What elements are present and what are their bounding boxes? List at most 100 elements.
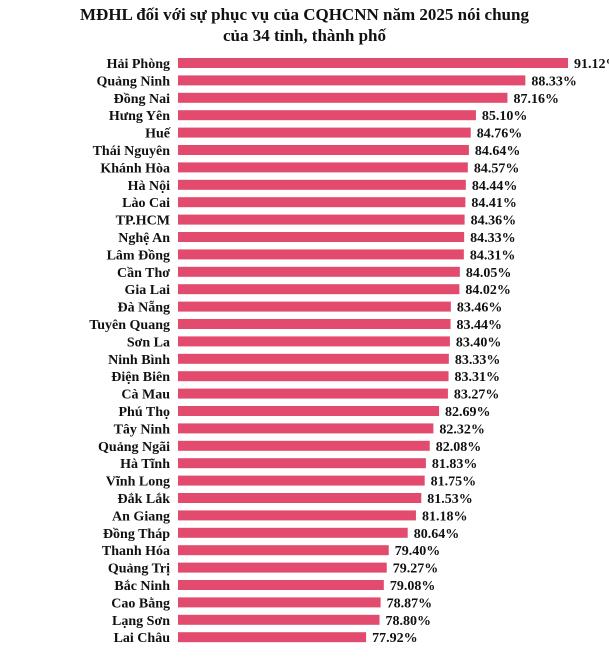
- bar-row: Tây Ninh 82.32%: [114, 422, 485, 437]
- bar-row: Lạng Sơn 78.80%: [112, 614, 431, 629]
- bar: [178, 336, 450, 347]
- bar: [178, 545, 389, 556]
- bar: [178, 527, 408, 538]
- category-label: Huế: [145, 127, 171, 142]
- category-label: Hà Tĩnh: [120, 457, 170, 472]
- data-label: 83.27%: [454, 388, 500, 403]
- bar-row: Hải Phòng 91.12%: [107, 57, 609, 72]
- bar: [178, 249, 464, 260]
- bar-row: Thái Nguyên 84.64%: [93, 144, 521, 159]
- category-label: Lai Châu: [114, 631, 171, 646]
- bar-row: Đồng Tháp 80.64%: [103, 527, 459, 542]
- bar-row: Thanh Hóa 79.40%: [102, 544, 440, 559]
- bar: [178, 353, 449, 364]
- data-label: 83.40%: [456, 335, 502, 350]
- bar: [178, 371, 449, 382]
- data-label: 84.76%: [477, 127, 523, 142]
- data-label: 84.44%: [472, 179, 518, 194]
- category-label: Cao Bằng: [111, 596, 170, 611]
- bar-row: Điện Biên 83.31%: [111, 370, 500, 385]
- data-label: 80.64%: [414, 527, 460, 542]
- bar-row: Vĩnh Long 81.75%: [106, 475, 476, 490]
- category-label: Quảng Ninh: [96, 74, 170, 89]
- data-label: 81.75%: [431, 475, 477, 490]
- bar-row: Lai Châu 77.92%: [114, 631, 418, 646]
- category-label: Cần Thơ: [117, 266, 170, 281]
- data-label: 84.02%: [465, 283, 511, 298]
- bar: [178, 232, 465, 242]
- bar-row: Đắk Lắk 81.53%: [117, 492, 472, 507]
- bar: [178, 179, 466, 190]
- data-label: 81.53%: [427, 492, 473, 507]
- data-label: 81.83%: [432, 457, 478, 472]
- bar: [178, 197, 466, 208]
- bar: [178, 510, 416, 521]
- data-label: 83.33%: [455, 353, 501, 368]
- bar: [178, 475, 425, 486]
- bar-row: Đà Nẵng 83.46%: [117, 300, 502, 316]
- category-label: Ninh Bình: [108, 353, 170, 368]
- bar-row: Hưng Yên 85.10%: [109, 109, 528, 124]
- category-label: Quảng Ngãi: [98, 440, 170, 455]
- category-label: Cà Mau: [121, 388, 170, 403]
- bar-row: Hà Tĩnh 81.83%: [120, 457, 477, 472]
- category-label: TP.HCM: [116, 214, 170, 229]
- bar: [178, 162, 468, 173]
- bar: [178, 301, 451, 312]
- data-label: 79.08%: [390, 579, 436, 594]
- category-label: Lạng Sơn: [112, 614, 170, 629]
- category-label: Tây Ninh: [114, 422, 171, 437]
- category-label: Lâm Đồng: [107, 248, 170, 263]
- data-label: 77.92%: [372, 631, 418, 646]
- data-label: 83.31%: [455, 370, 501, 385]
- bar-row: Lâm Đồng 84.31%: [107, 248, 516, 263]
- data-label: 85.10%: [482, 109, 528, 124]
- bar: [178, 614, 380, 625]
- bar-row: TP.HCM 84.36%: [116, 214, 516, 229]
- bar-row: Quảng Ngãi 82.08%: [98, 440, 481, 455]
- bar-row: Ninh Bình 83.33%: [108, 353, 500, 368]
- bar-row: Sơn La 83.40%: [127, 335, 502, 350]
- category-label: Hà Nội: [128, 179, 171, 194]
- category-label: Hưng Yên: [109, 109, 170, 124]
- chart-title: MĐHL đối với sự phục vụ của CQHCNN năm 2…: [80, 5, 529, 24]
- bar-row: Cần Thơ 84.05%: [117, 266, 511, 281]
- category-label: Đắk Lắk: [117, 492, 170, 507]
- data-label: 88.33%: [531, 74, 577, 89]
- data-label: 83.44%: [457, 318, 503, 333]
- data-label: 81.18%: [422, 509, 468, 524]
- bar: [178, 266, 460, 277]
- bar: [178, 597, 381, 608]
- category-label: Thái Nguyên: [93, 144, 171, 159]
- bar-row: Cà Mau 83.27%: [121, 388, 499, 403]
- category-label: Thanh Hóa: [102, 544, 170, 559]
- data-label: 84.57%: [474, 161, 520, 176]
- data-label: 78.87%: [387, 596, 433, 611]
- data-label: 84.36%: [471, 214, 517, 229]
- category-label: Điện Biên: [111, 370, 170, 385]
- category-label: Khánh Hòa: [100, 161, 170, 176]
- bar: [178, 632, 367, 643]
- category-label: Đà Nẵng: [117, 300, 170, 316]
- bar-row: Hà Nội 84.44%: [128, 179, 518, 194]
- bar-row: Phú Thọ 82.69%: [119, 405, 491, 420]
- bar: [178, 284, 460, 295]
- bar: [178, 145, 469, 155]
- category-label: Gia Lai: [124, 283, 170, 298]
- data-label: 79.40%: [395, 544, 441, 559]
- bar-row: Bắc Ninh 79.08%: [114, 579, 435, 594]
- category-label: Quảng Trị: [108, 562, 170, 577]
- category-label: Bắc Ninh: [114, 579, 170, 594]
- bar: [178, 440, 430, 451]
- category-label: Hải Phòng: [107, 57, 170, 72]
- bar-row: Huế 84.76%: [145, 127, 522, 142]
- data-label: 84.41%: [471, 196, 517, 211]
- bar: [178, 75, 526, 86]
- bar: [178, 58, 569, 68]
- category-label: Tuyên Quang: [89, 318, 170, 333]
- category-label: Phú Thọ: [119, 405, 171, 420]
- data-label: 82.08%: [436, 440, 482, 455]
- data-label: 83.46%: [457, 301, 503, 316]
- bar-row: Nghệ An 84.33%: [118, 231, 515, 246]
- data-label: 82.32%: [439, 422, 485, 437]
